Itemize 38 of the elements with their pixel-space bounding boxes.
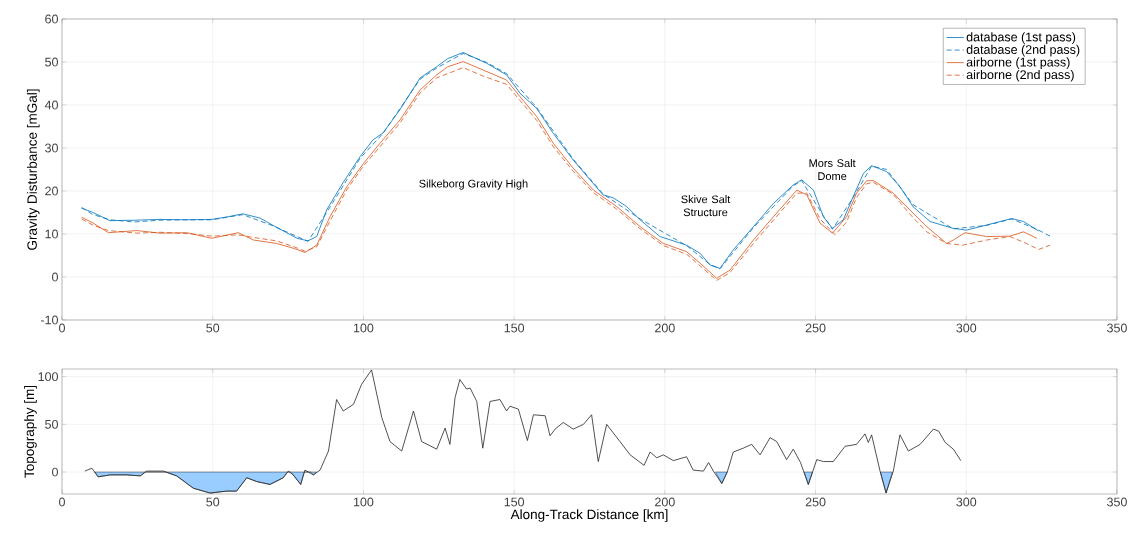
legend-label: airborne (2nd pass) (966, 69, 1074, 82)
x-tick-label: 200 (655, 497, 675, 507)
y-tick-label: 20 (45, 186, 58, 196)
x-tick-label: 350 (1107, 497, 1127, 507)
legend-label: database (2nd pass) (966, 44, 1080, 57)
line-series (84, 369, 962, 494)
y-tick-label: 50 (45, 57, 58, 67)
y-tick-label: 50 (45, 419, 58, 429)
y-tick-label: 40 (44, 100, 58, 110)
y-tick-label: 30 (45, 143, 58, 153)
y-tick-label: 0 (52, 272, 58, 282)
x-tick-label: 200 (655, 323, 675, 333)
x-tick-label: 300 (956, 323, 977, 333)
x-tick-label: 100 (353, 497, 374, 507)
y-axis-title: Gravity Disturbance [mGal] (26, 89, 40, 250)
annotation: Silkeborg Gravity High (419, 179, 528, 190)
annotation: Mors Salt Dome (809, 158, 856, 181)
x-tick-label: 50 (206, 497, 220, 507)
legend-label: database (1st pass) (966, 32, 1076, 44)
y-tick-label: 10 (45, 229, 58, 239)
x-tick-label: 100 (353, 323, 374, 333)
x-tick-label: 50 (206, 323, 220, 333)
x-tick-label: 0 (59, 323, 65, 333)
y-axis-title: Topography [m] (24, 385, 37, 478)
annotation: Skive Salt Structure (681, 195, 731, 217)
x-axis-title: Along-Track Distance [km] (510, 509, 668, 522)
x-tick-label: 0 (59, 497, 65, 507)
x-tick-label: 150 (504, 323, 525, 333)
x-tick-label: 350 (1107, 323, 1127, 333)
y-tick-label: 100 (38, 372, 58, 382)
y-tick-label: 0 (52, 467, 58, 477)
x-tick-label: 150 (504, 497, 525, 507)
x-tick-label: 300 (956, 497, 977, 507)
y-tick-label: 60 (45, 14, 58, 24)
legend-label: airborne (1st pass) (966, 57, 1070, 69)
x-tick-label: 250 (805, 323, 826, 333)
y-tick-label: -10 (40, 315, 58, 325)
x-tick-label: 250 (805, 497, 826, 507)
